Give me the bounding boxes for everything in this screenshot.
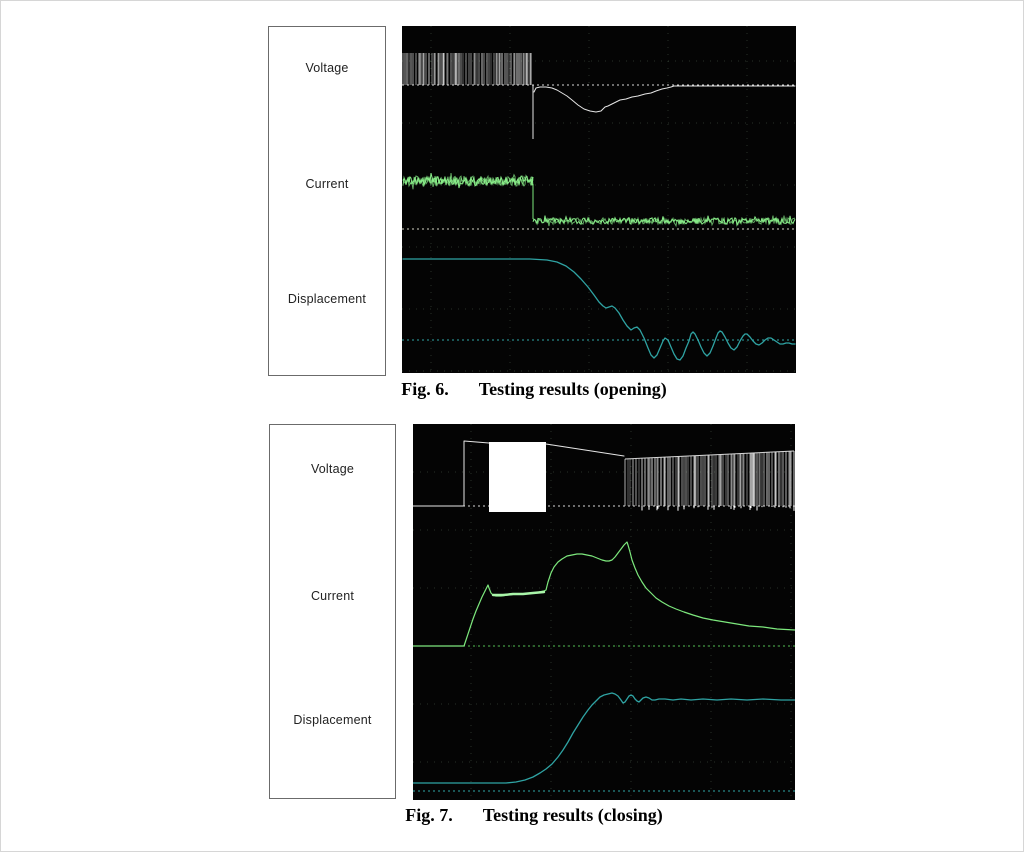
channel-label-box-opening: Voltage Current Displacement [268,26,386,376]
channel-label-current: Current [310,589,355,603]
waveform-plot-opening [402,26,796,373]
figure-caption-7: Fig. 7. Testing results (closing) [405,805,663,826]
figure-number: Fig. 7. [405,805,453,825]
channel-label-box-closing: Voltage Current Displacement [269,424,396,799]
figure-title: Testing results (opening) [478,379,667,399]
oscilloscope-capture-opening [402,26,796,373]
channel-label-voltage: Voltage [310,462,355,476]
channel-label-current: Current [305,177,349,191]
figure-number: Fig. 6. [401,379,449,399]
figure-caption-6: Fig. 6. Testing results (opening) [401,379,667,400]
figure-title: Testing results (closing) [482,805,663,825]
waveform-plot-closing [413,424,795,800]
channel-label-displacement: Displacement [287,292,367,306]
channel-label-voltage: Voltage [305,61,349,75]
oscilloscope-capture-closing [413,424,795,800]
channel-label-displacement: Displacement [293,713,372,727]
